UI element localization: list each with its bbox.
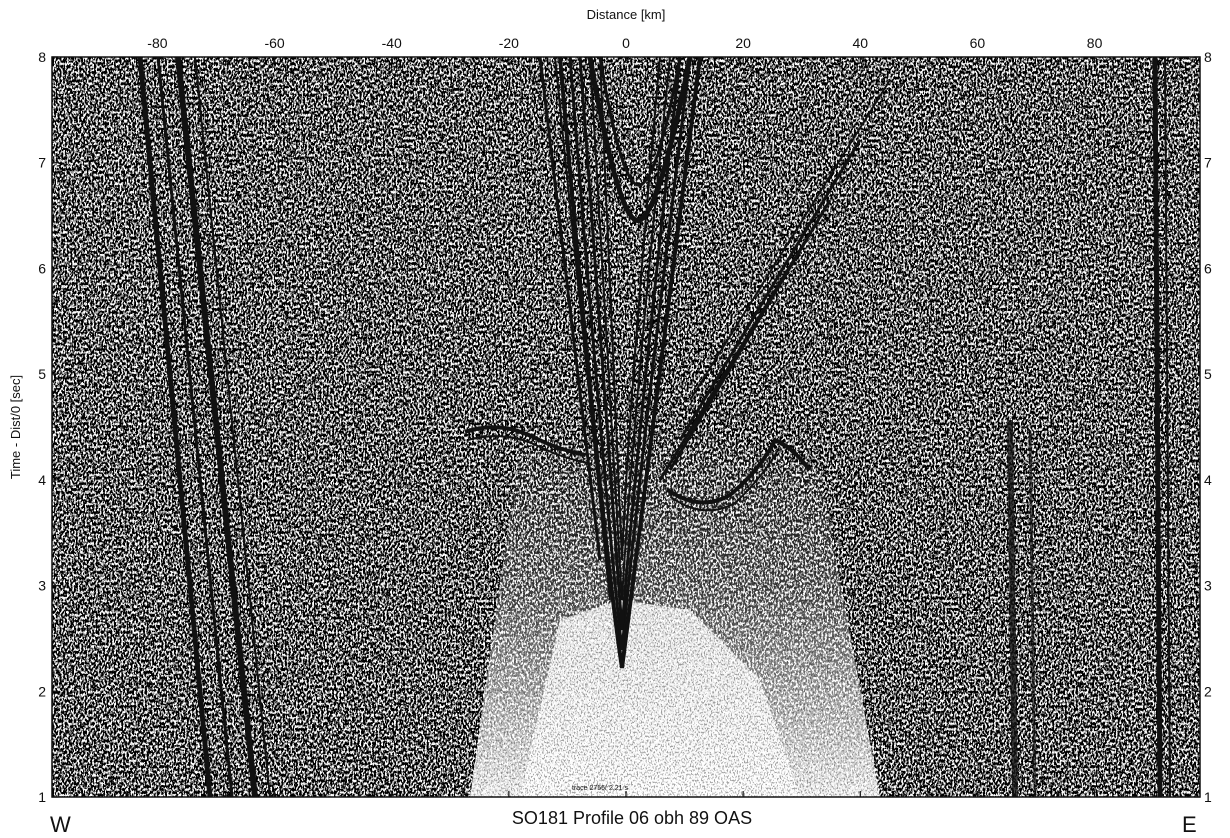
y-tick-label-right: 6 bbox=[1204, 260, 1212, 276]
x-tick-label: -40 bbox=[382, 35, 402, 51]
y-tick-label: 4 bbox=[38, 472, 46, 488]
direct-wave-hyperbola bbox=[558, 57, 702, 669]
y-tick-label: 2 bbox=[38, 683, 46, 699]
y-tick-label: 7 bbox=[38, 155, 46, 171]
x-tick-label: 20 bbox=[735, 35, 751, 51]
seismic-wavefield bbox=[52, 57, 1200, 797]
x-tick-label: -20 bbox=[499, 35, 519, 51]
y-tick-label-right: 3 bbox=[1204, 578, 1212, 594]
y-tick-label-right: 1 bbox=[1204, 789, 1212, 805]
y-axis-right: 1 2 3 4 5 6 7 8 bbox=[1194, 49, 1212, 805]
y-tick-label-right: 4 bbox=[1204, 472, 1212, 488]
x-axis-bottom bbox=[156, 791, 1096, 797]
east-dipping-arrivals bbox=[658, 79, 891, 481]
x-tick-label: 80 bbox=[1087, 35, 1103, 51]
east-vertical-bands bbox=[1007, 57, 1171, 797]
y-tick-label-right: 5 bbox=[1204, 366, 1212, 382]
direction-west-label: W bbox=[50, 812, 71, 837]
y-tick-label-right: 7 bbox=[1204, 155, 1212, 171]
x-tick-label: 0 bbox=[622, 35, 630, 51]
y-axis-left: 1 2 3 4 5 6 7 8 bbox=[38, 49, 58, 805]
y-axis-title: Time - Dist/0 [sec] bbox=[8, 375, 23, 479]
y-tick-label-right: 8 bbox=[1204, 49, 1212, 65]
west-dipping-arrivals bbox=[137, 57, 611, 797]
y-tick-label: 3 bbox=[38, 578, 46, 594]
x-tick-label: 60 bbox=[970, 35, 986, 51]
y-tick-label-right: 2 bbox=[1204, 683, 1212, 699]
x-axis-title: Distance [km] bbox=[587, 7, 666, 22]
y-tick-label: 6 bbox=[38, 260, 46, 276]
x-tick-label: 40 bbox=[852, 35, 868, 51]
trace-annotation: trace 2756/ 2.21 s bbox=[572, 785, 629, 792]
x-tick-label: -80 bbox=[147, 35, 167, 51]
x-tick-label: -60 bbox=[264, 35, 284, 51]
direction-east-label: E bbox=[1182, 812, 1197, 837]
y-tick-label: 8 bbox=[38, 49, 46, 65]
y-tick-label: 1 bbox=[38, 789, 46, 805]
chart-title: SO181 Profile 06 obh 89 OAS bbox=[512, 808, 752, 828]
y-tick-label: 5 bbox=[38, 366, 46, 382]
x-axis-top: -80 -60 -40 -20 0 20 40 60 80 bbox=[147, 35, 1103, 63]
reflection-event bbox=[464, 425, 812, 512]
